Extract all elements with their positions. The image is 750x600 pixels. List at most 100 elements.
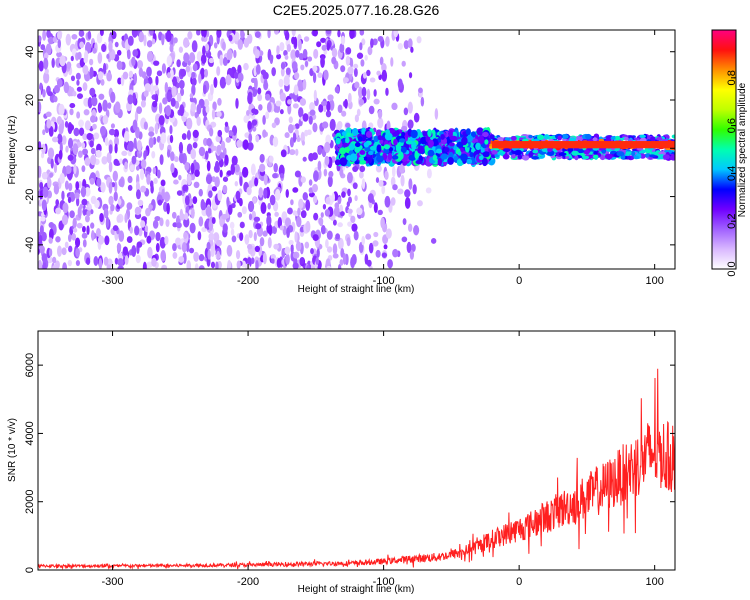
spectrogram-cell [116, 215, 121, 223]
spectrogram-cell [294, 170, 302, 178]
spectrogram-cell [412, 184, 417, 195]
spectrogram-cell [284, 217, 292, 228]
spectrogram-cell [504, 137, 511, 141]
spectrogram-cell [251, 119, 258, 126]
spectrogram-cell [318, 217, 324, 225]
spectrogram-cell [127, 184, 133, 191]
spectrogram-cell [106, 72, 112, 82]
spectrogram-cell [193, 181, 200, 189]
colorbar-gradient [711, 29, 737, 270]
spectrogram-cell [38, 259, 43, 269]
spectrogram-cell [251, 108, 257, 114]
spectrogram-cell [324, 155, 330, 166]
spectrogram-cell [229, 221, 235, 230]
spectrogram-cell [226, 170, 232, 176]
spectrogram-cell [140, 220, 146, 228]
spectrogram-cell [126, 236, 133, 243]
spectrogram-cell [255, 64, 261, 75]
spectrogram-cell [114, 136, 120, 147]
spectrogram-cell [302, 156, 307, 162]
spectrogram-cell [593, 150, 598, 155]
y-tick-label: 40 [24, 46, 36, 58]
spectrogram-cell [236, 139, 243, 148]
spectrogram-cell [129, 226, 133, 234]
spectrogram-cell [373, 98, 380, 105]
spectrogram-cell [397, 78, 403, 90]
spectrogram-cell [376, 155, 384, 163]
spectrogram-cell [365, 130, 373, 138]
spectrogram-cell [432, 154, 437, 161]
spectrogram-cell [362, 71, 367, 79]
spectrogram-cell [322, 203, 327, 210]
spectrogram-cell [390, 57, 394, 67]
spectrogram-cell [108, 40, 113, 53]
spectrogram-cell [276, 258, 282, 269]
spectrogram-cell [337, 120, 343, 129]
spectrogram-cell [49, 172, 54, 178]
spectrogram-cell [246, 110, 250, 116]
spectrogram-cell [91, 230, 95, 241]
spectrogram-cell [42, 30, 47, 41]
spectrogram-cell [280, 62, 286, 70]
spectrogram-cell [352, 165, 359, 173]
spectrogram-cell [140, 185, 147, 193]
spectrogram-cell [257, 93, 263, 102]
spectrogram-cell [178, 174, 182, 181]
spectrogram-cell [285, 253, 290, 265]
spectrogram-cell [397, 188, 404, 195]
spectrogram-cell [358, 136, 363, 142]
spectrogram-cell [102, 99, 108, 112]
spectrogram-cell [569, 137, 577, 142]
spectrogram-cell [220, 140, 226, 151]
spectrogram-cell [61, 135, 67, 145]
spectrogram-cell [361, 38, 366, 46]
spectrogram-cell [202, 45, 206, 57]
spectrogram-cell [138, 67, 144, 77]
spectrogram-cell [361, 235, 365, 246]
x-tick-label: -300 [102, 275, 124, 287]
colorbar-ticks: 0.0 0.2 0.4 0.6 0.8 [726, 70, 738, 276]
spectrogram-cell [367, 193, 374, 203]
spectrogram-cell [83, 109, 90, 116]
spectrogram-cell [502, 153, 510, 160]
spectrogram-cell [42, 261, 47, 269]
spectrogram-cell [72, 90, 77, 97]
spectrogram-cell [427, 149, 435, 157]
spectrogram-cell [671, 134, 675, 139]
spectrogram-cell [42, 129, 46, 136]
spectrogram-cell [40, 216, 46, 222]
spectrogram-cell [295, 241, 302, 252]
spectrogram-cell [178, 256, 185, 263]
spectrogram-cell [71, 34, 78, 40]
spectrogram-cell [204, 150, 209, 160]
spectrogram-cell [440, 134, 445, 140]
spectrogram-cell [154, 122, 159, 135]
spectrogram-cell [51, 136, 59, 143]
spectrogram-cell [407, 101, 413, 114]
spectrogram-cell [383, 144, 390, 150]
spectrogram-cell [279, 172, 284, 179]
spectrogram-cell [380, 217, 385, 229]
spectrogram-cell [271, 67, 276, 77]
spectrogram-cell [315, 257, 320, 265]
spectrogram-cell [287, 123, 294, 134]
spectrogram-cell [317, 72, 323, 79]
spectrogram-cell [403, 40, 409, 50]
colorbar-tick-label: 0.6 [726, 118, 738, 133]
spectrogram-cell [192, 141, 198, 149]
spectrogram-cell [196, 30, 201, 36]
spectrogram-cell [67, 137, 74, 149]
spectrogram-cell [185, 65, 191, 73]
spectrogram-cell [147, 246, 153, 259]
spectrogram-cell [79, 41, 85, 49]
spectrogram-cell [358, 156, 365, 162]
spectrogram-cell [106, 53, 110, 59]
spectrogram-cell [286, 227, 290, 239]
spectrogram-cell [135, 189, 141, 200]
x-tick-label: -200 [237, 275, 259, 287]
spectrogram-cell [404, 197, 411, 209]
spectrogram-cell [340, 35, 346, 45]
spectrogram-cell [349, 153, 358, 162]
spectrogram-cell [329, 118, 336, 131]
spectrogram-cell [390, 197, 396, 206]
